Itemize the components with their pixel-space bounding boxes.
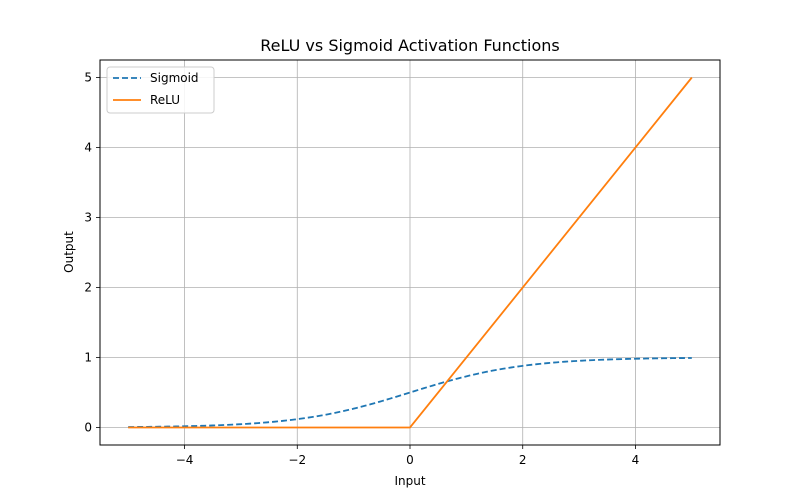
- y-tick-label: 4: [84, 141, 92, 155]
- y-tick-label: 3: [84, 211, 92, 225]
- x-axis-label: Input: [394, 474, 425, 488]
- series-line-sigmoid: [128, 357, 692, 428]
- x-tick-label: 2: [519, 453, 527, 467]
- plot-lines: [128, 76, 693, 429]
- grid: [100, 60, 720, 445]
- chart-title: ReLU vs Sigmoid Activation Functions: [260, 36, 559, 55]
- ticks: −4 −2 0 2 4 0 1 2 3 4 5: [84, 71, 639, 468]
- y-tick-label: 2: [84, 281, 92, 295]
- series-line-relu: [128, 76, 693, 429]
- legend: Sigmoid ReLU: [106, 66, 215, 114]
- y-tick-label: 1: [84, 351, 92, 365]
- y-tick-label: 5: [84, 71, 92, 85]
- x-tick-label: −4: [176, 453, 194, 467]
- y-tick-label: 0: [84, 421, 92, 435]
- legend-label-relu: ReLU: [150, 93, 180, 107]
- x-tick-label: 0: [406, 453, 414, 467]
- x-tick-label: −2: [288, 453, 306, 467]
- x-tick-label: 4: [632, 453, 640, 467]
- y-axis-label: Output: [62, 231, 76, 273]
- legend-label-sigmoid: Sigmoid: [150, 71, 199, 85]
